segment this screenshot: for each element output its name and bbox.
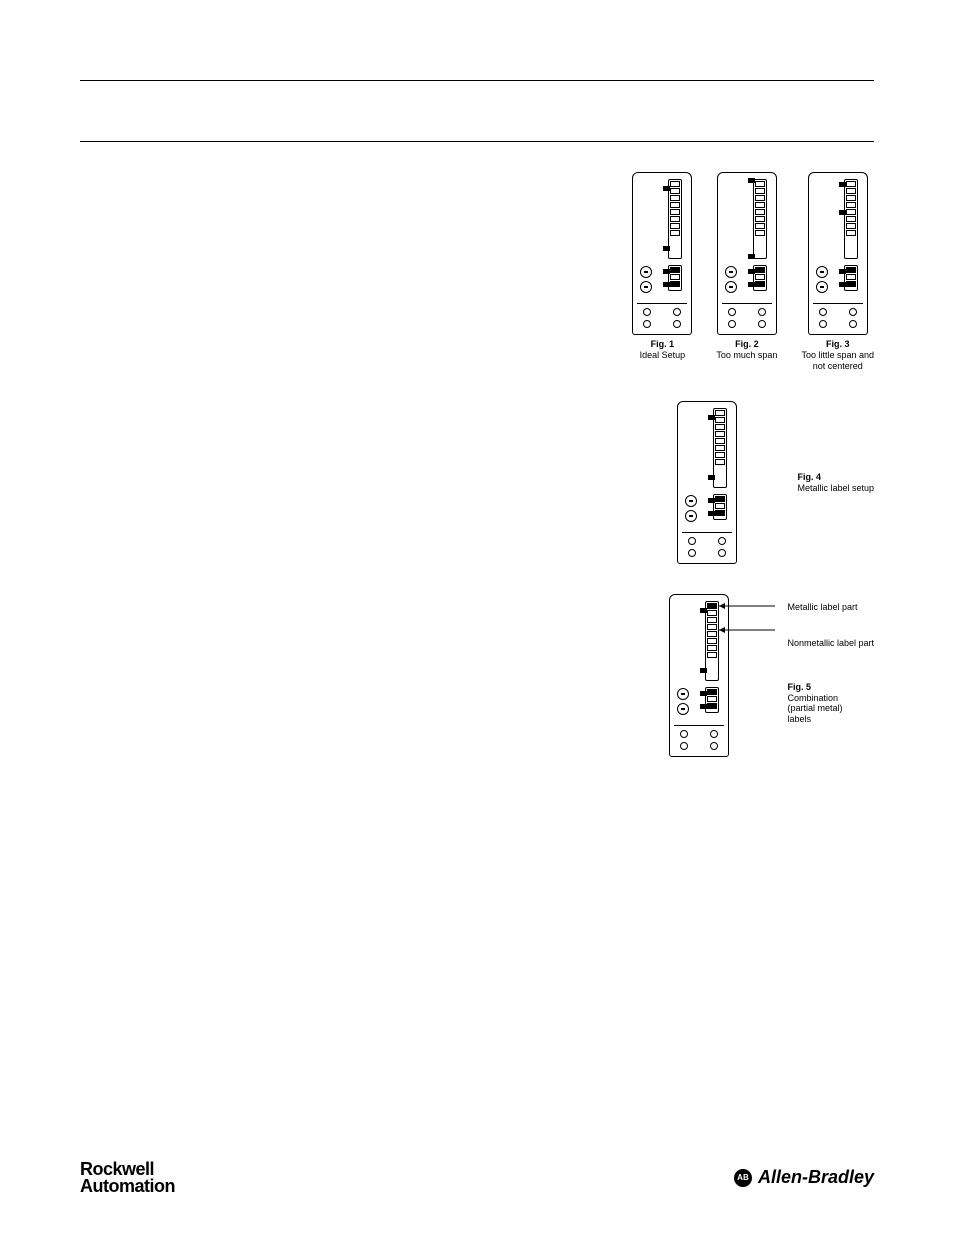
fig3-caption: Fig. 3 Too little span and not centered [801,339,874,371]
fig5-title: Fig. 5 [787,682,811,692]
row-3: Metallic label part Nonmetallic label pa… [80,594,874,757]
row-1: Fig. 1 Ideal Setup [80,172,874,371]
knob-icon [677,703,689,715]
knob-icon [640,266,652,278]
callout-metallic: Metallic label part [787,602,874,614]
page: Fig. 1 Ideal Setup [0,0,954,1235]
module-fig4 [677,401,737,564]
footer: Rockwell Automation AB Allen-Bradley [80,1161,874,1195]
top-rule [80,80,874,81]
text-col-1 [80,172,612,371]
knob-icon [677,688,689,700]
fig4-text: Metallic label setup [797,483,874,493]
fig3-block: Fig. 3 Too little span and not centered [801,172,874,371]
fig2-caption: Fig. 2 Too much span [716,339,777,361]
text-col-3 [80,594,565,757]
section-rule [80,141,874,142]
knob-icon [725,266,737,278]
fig1-caption: Fig. 1 Ideal Setup [640,339,686,361]
fig1-text: Ideal Setup [640,350,686,360]
knob-icon [685,510,697,522]
fig-col-1: Fig. 1 Ideal Setup [632,172,874,371]
module-fig5 [669,594,729,757]
allen-bradley-logo: AB Allen-Bradley [734,1167,874,1188]
row-2: Fig. 4 Metallic label setup [80,401,874,564]
module-fig2 [717,172,777,335]
rockwell-logo: Rockwell Automation [80,1161,175,1195]
text-col-2 [80,401,573,564]
fig2-block: Fig. 2 Too much span [716,172,777,361]
callout-nonmetallic: Nonmetallic label part [787,638,874,650]
fig3-title: Fig. 3 [826,339,850,349]
knob-icon [816,266,828,278]
ab-badge-icon: AB [734,1169,752,1187]
fig5-callouts: Metallic label part Nonmetallic label pa… [787,594,874,725]
knob-icon [725,281,737,293]
fig2-text: Too much span [716,350,777,360]
module-fig3 [808,172,868,335]
fig5-text: Combination (partial metal) labels [787,693,842,725]
fig4-title: Fig. 4 [797,472,821,482]
module-fig1 [632,172,692,335]
knob-icon [640,281,652,293]
fig-col-2: Fig. 4 Metallic label setup [593,401,874,564]
fig-col-3: Metallic label part Nonmetallic label pa… [585,594,874,757]
fig1-title: Fig. 1 [651,339,675,349]
knob-icon [816,281,828,293]
fig3-text: Too little span and not centered [801,350,874,371]
fig2-title: Fig. 2 [735,339,759,349]
ab-text: Allen-Bradley [758,1167,874,1188]
knob-icon [685,495,697,507]
fig1-block: Fig. 1 Ideal Setup [632,172,692,361]
fig4-caption: Fig. 4 Metallic label setup [797,472,874,494]
rockwell-line2: Automation [80,1178,175,1195]
